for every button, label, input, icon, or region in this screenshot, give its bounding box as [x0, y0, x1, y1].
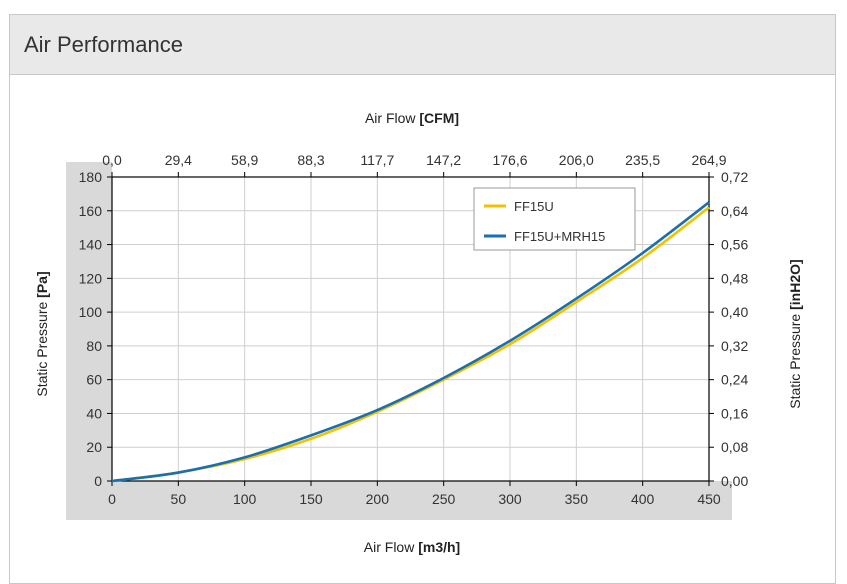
x-bottom-tick-label: 450: [697, 491, 721, 507]
y-right-axis-title: Static Pressure [inH2O]: [787, 259, 803, 408]
x-bottom-axis-title: Air Flow [m3/h]: [364, 539, 460, 555]
y-right-tick-label: 0,48: [721, 270, 748, 286]
y-left-tick-label: 100: [79, 304, 103, 320]
legend-entry-label: FF15U: [514, 199, 554, 214]
panel-title: Air Performance: [24, 31, 183, 57]
panel-header: Air Performance: [10, 15, 835, 75]
x-bottom-tick-label: 150: [299, 491, 323, 507]
air-performance-chart: 00,05029,410058,915088,3200117,7250147,2…: [34, 110, 803, 555]
y-right-tick-label: 0,40: [721, 304, 748, 320]
x-top-tick-label: 206,0: [559, 152, 594, 168]
x-bottom-tick-label: 100: [233, 491, 257, 507]
legend-box: [473, 187, 636, 251]
x-bottom-tick-label: 400: [631, 491, 655, 507]
y-right-tick-label: 0,56: [721, 237, 748, 253]
y-left-tick-label: 80: [86, 338, 102, 354]
series-lines: [111, 201, 710, 483]
x-top-tick-label: 235,5: [625, 152, 660, 168]
y-right-tick-label: 0,32: [721, 338, 748, 354]
y-left-tick-label: 60: [86, 372, 102, 388]
x-top-tick-label: 0,0: [102, 152, 122, 168]
x-top-tick-label: 58,9: [231, 152, 258, 168]
y-left-axis-title: Static Pressure [Pa]: [34, 271, 50, 396]
x-top-axis-title: Air Flow [CFM]: [365, 110, 459, 126]
y-left-tick-label: 140: [79, 237, 103, 253]
x-top-tick-label: 117,7: [360, 152, 394, 168]
x-bottom-tick-label: 250: [432, 491, 456, 507]
plot-frame: [111, 176, 710, 482]
y-right-tick-label: 0,72: [721, 169, 748, 185]
axis-titles: Air Flow [CFM] Air Flow [m3/h] Static Pres…: [34, 110, 803, 555]
y-left-tick-label: 0: [94, 473, 102, 489]
x-top-tick-label: 147,2: [426, 152, 461, 168]
y-left-tick-label: 120: [79, 270, 103, 286]
y-left-tick-label: 20: [86, 439, 102, 455]
x-bottom-tick-label: 200: [366, 491, 390, 507]
y-left-tick-label: 160: [79, 203, 103, 219]
x-bottom-tick-label: 300: [498, 491, 522, 507]
y-right-tick-label: 0,64: [721, 203, 748, 219]
y-right-tick-label: 0,24: [721, 372, 748, 388]
x-bottom-tick-label: 50: [171, 491, 187, 507]
y-right-tick-label: 0,08: [721, 439, 748, 455]
x-top-tick-label: 88,3: [297, 152, 324, 168]
plot-area: [112, 162, 732, 481]
x-top-tick-label: 264,9: [691, 152, 726, 168]
y-right-tick-label: 0,00: [721, 473, 748, 489]
x-bottom-tick-label: 350: [565, 491, 589, 507]
y-left-tick-label: 180: [79, 169, 103, 185]
y-left-tick-label: 40: [86, 405, 102, 421]
y-right-tick-label: 0,16: [721, 405, 748, 421]
legend: FF15U FF15U+MRH15: [473, 187, 636, 251]
series-line-ff15u-mrh15: [111, 201, 710, 483]
axes: 00,05029,410058,915088,3200117,7250147,2…: [79, 152, 749, 507]
x-top-tick-label: 29,4: [165, 152, 192, 168]
x-bottom-tick-label: 0: [108, 491, 116, 507]
x-top-tick-label: 176,6: [492, 152, 527, 168]
legend-entry-label: FF15U+MRH15: [514, 229, 605, 244]
